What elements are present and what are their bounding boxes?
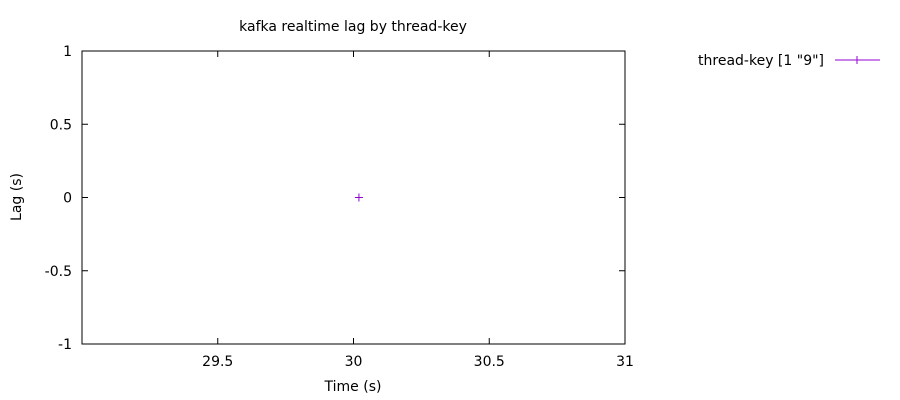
y-tick-label: -1: [58, 337, 72, 353]
y-axis-label: Lag (s): [9, 173, 25, 221]
x-tick-label: 30.5: [474, 354, 505, 370]
y-axis: 1 0.5 0 -0.5 -1: [45, 44, 625, 353]
x-tick-label: 29.5: [202, 354, 233, 370]
x-tick-label: 31: [616, 354, 634, 370]
y-tick-label: -0.5: [45, 264, 72, 280]
y-tick-label: 0.5: [50, 117, 72, 133]
x-axis: 29.5 30 30.5 31: [202, 51, 634, 370]
x-tick-label: 30: [345, 354, 363, 370]
data-series: [354, 193, 363, 202]
legend-marker: [853, 56, 861, 64]
y-tick-label: 0: [63, 191, 72, 207]
chart-title: kafka realtime lag by thread-key: [239, 19, 467, 35]
legend: thread-key [1 "9"]: [698, 53, 880, 69]
x-axis-label: Time (s): [324, 379, 382, 395]
legend-plus-marker: [853, 56, 861, 64]
plot-frame: [81, 50, 626, 345]
legend-label: thread-key [1 "9"]: [698, 53, 824, 69]
y-tick-label: 1: [63, 44, 72, 60]
data-point: [354, 193, 363, 202]
